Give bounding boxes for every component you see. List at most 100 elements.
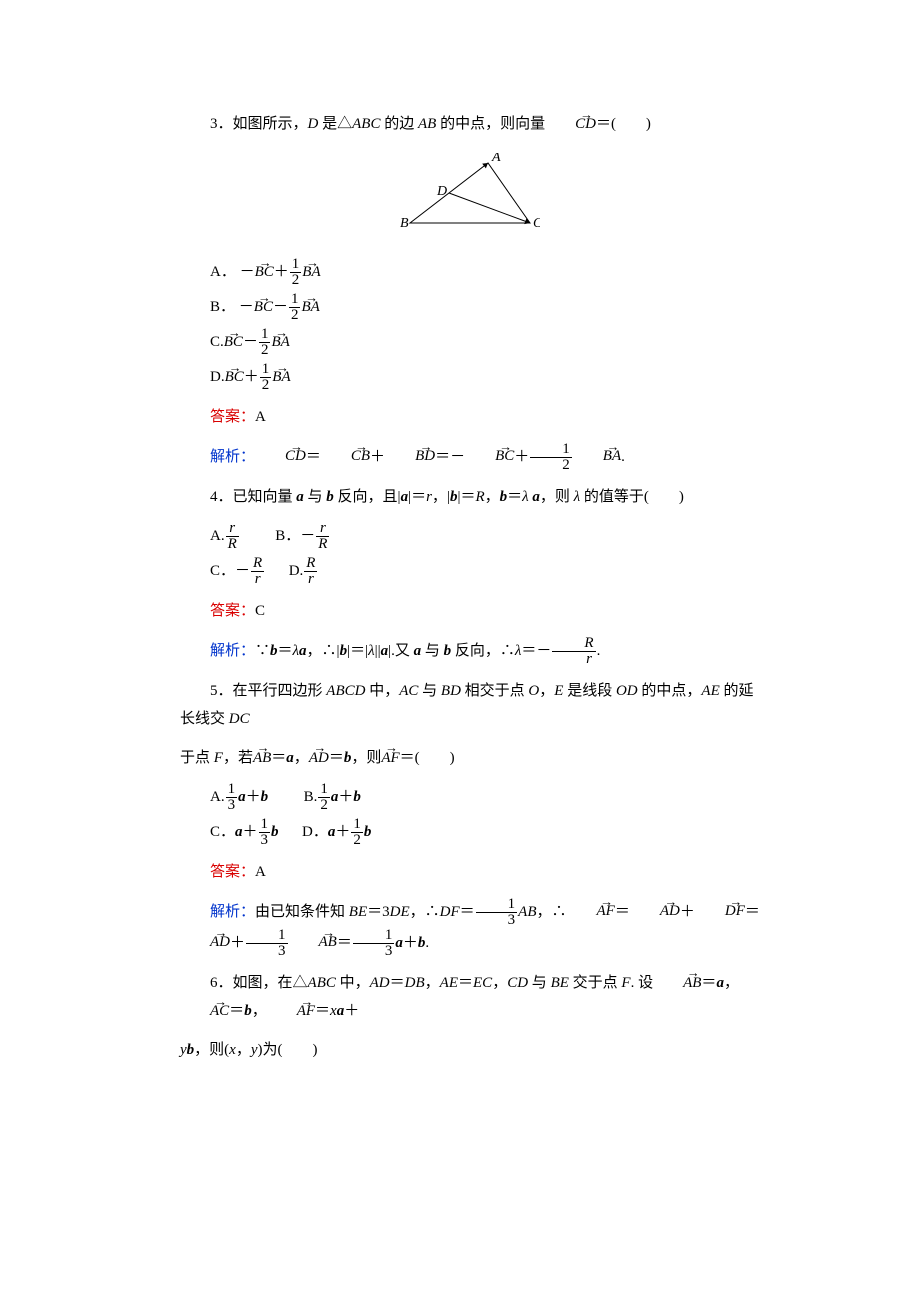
fraction-r-over-R: rR (226, 521, 239, 552)
q4-tk: 的值等于( ) (580, 489, 684, 505)
q6-a: a (716, 975, 724, 991)
q3-option-a: A． －→BC＋12→BA (210, 257, 760, 288)
q5-optB-b: b (353, 789, 361, 805)
q4-eb: ＝ (278, 642, 293, 658)
q6-stem: 6．如图，在△ABC 中，AD＝DB，AE＝EC，CD 与 BE 交于点 F. … (180, 969, 760, 1026)
q6-tk: ， (252, 1003, 267, 1019)
q5-te: ， (539, 683, 554, 699)
fraction-R-over-r: Rr (251, 556, 264, 587)
q3-D: D (308, 116, 319, 132)
frac-num: 1 (226, 782, 238, 797)
eq2: ＝ (435, 448, 450, 464)
q3-optC-minus: － (243, 334, 258, 350)
q4-tf: |＝ (457, 489, 475, 505)
page: 3．如图所示，D 是△ABC 的边 AB 的中点，则向量→CD＝( ) A B … (0, 0, 920, 1134)
vector-AF: →AF (267, 1004, 315, 1019)
q3-text-a: 如图所示， (233, 116, 308, 132)
q5-optC-label: C． (210, 818, 235, 847)
q5-optC-plus: ＋ (243, 824, 258, 840)
q6-AD: AD (370, 975, 390, 991)
q4-te: ，| (432, 489, 450, 505)
explain-label: 解析： (210, 903, 255, 919)
q6-b: b (244, 1003, 252, 1019)
q5-optD-plus: ＋ (335, 824, 350, 840)
q5-ek: ＋ (403, 934, 418, 950)
q6-F: F (621, 975, 630, 991)
frac-num: 1 (318, 782, 330, 797)
q6-te: 与 (528, 975, 551, 991)
q5-DE: DE (390, 903, 410, 919)
q6-tc: ， (425, 975, 440, 991)
q4-ta: 已知向量 (233, 489, 297, 505)
q6-x2: x (229, 1042, 236, 1058)
q5-answer: A (255, 864, 266, 880)
frac-den: 3 (226, 797, 238, 813)
q4-td: |＝ (408, 489, 426, 505)
q5-el: . (425, 934, 429, 950)
frac-den: 2 (318, 797, 330, 813)
vector-BD: →BD (385, 449, 435, 464)
q5-l2a: 于点 (180, 750, 214, 766)
q3-optB-label: B． (210, 293, 235, 322)
q4-options-row1: A.rR B．－rR (210, 521, 760, 552)
q4-ec: ，∴| (307, 642, 340, 658)
fraction-R-over-r: Rr (552, 636, 595, 667)
q6-BE: BE (551, 975, 569, 991)
frac-num: R (251, 556, 264, 571)
q5-stem: 5．在平行四边形 ABCD 中，AC 与 BD 相交于点 O，E 是线段 OD … (180, 677, 760, 734)
q5-options-row2: C．a＋13b D．a＋12b (210, 817, 760, 848)
q6-eq2: ＝ (458, 975, 473, 991)
q5-BE: BE (349, 903, 367, 919)
vector-AB: →AB (653, 976, 701, 991)
frac-den: 2 (259, 342, 271, 358)
q5-ef: ＝ (615, 903, 630, 919)
q3-answer: A (255, 409, 266, 425)
vector-CD: →CD (255, 449, 306, 464)
q5-tf: 是线段 (563, 683, 616, 699)
q4-explanation: 解析：∵b＝λa，∴|b|＝|λ||a|.又 a 与 b 反向，∴λ＝－Rr. (180, 636, 760, 667)
q3-explanation: 解析：→CD＝→CB＋→BD＝－→BC＋12→BA. (180, 442, 760, 473)
fraction-half: 12 (260, 362, 272, 393)
q5-td: 相交于点 (461, 683, 529, 699)
q3-text-d: 的中点，则向量 (436, 116, 545, 132)
q5-l2c: ， (294, 750, 309, 766)
vector-BA: →BA (271, 335, 289, 350)
svg-text:A: A (491, 153, 501, 165)
q4-tg: ， (485, 489, 500, 505)
minus-expl: － (450, 448, 465, 464)
q6-th: ＝ (701, 975, 716, 991)
vector-DF: →DF (695, 904, 745, 919)
q4-e-a3: a (414, 642, 422, 658)
q4-tj: ，则 (540, 489, 574, 505)
frac-num: 1 (351, 817, 363, 832)
q5-tc: 与 (422, 683, 441, 699)
q5-eq1: ＝ (271, 750, 286, 766)
eq1: ＝ (306, 448, 321, 464)
q6-tg: . 设 (631, 975, 654, 991)
fraction-half: 12 (530, 442, 572, 473)
q6-l2b: ，则( (194, 1042, 229, 1058)
q4-e-b2: b (340, 642, 348, 658)
q5-optA-b: b (261, 789, 269, 805)
frac-den: 3 (246, 943, 288, 959)
q5-ee: ，∴ (536, 903, 566, 919)
frac-num: 1 (290, 257, 302, 272)
q3-AB: AB (418, 116, 436, 132)
q4-tb: 与 (304, 489, 327, 505)
frac-den: 2 (351, 832, 363, 848)
q3-answer-line: 答案：A (180, 403, 760, 432)
q5-tb: 中， (365, 683, 399, 699)
vector-BA: →BA (272, 370, 290, 385)
frac-num: 1 (353, 928, 395, 943)
q5-eq2: ＝ (329, 750, 344, 766)
fraction-half: 12 (290, 257, 302, 288)
q3-option-d: D.→BC＋12→BA (210, 362, 760, 393)
q5-AC: AC (399, 683, 418, 699)
fraction-1-3: 13 (226, 782, 238, 813)
q5-ta: 在平行四边形 (233, 683, 327, 699)
q5-optA-label: A. (210, 783, 225, 812)
q6-stem-line2: yb，则(x，y)为( ) (180, 1036, 760, 1065)
frac-num: R (304, 556, 317, 571)
q3-optD-label: D. (210, 363, 225, 392)
q4-e-a: a (299, 642, 307, 658)
